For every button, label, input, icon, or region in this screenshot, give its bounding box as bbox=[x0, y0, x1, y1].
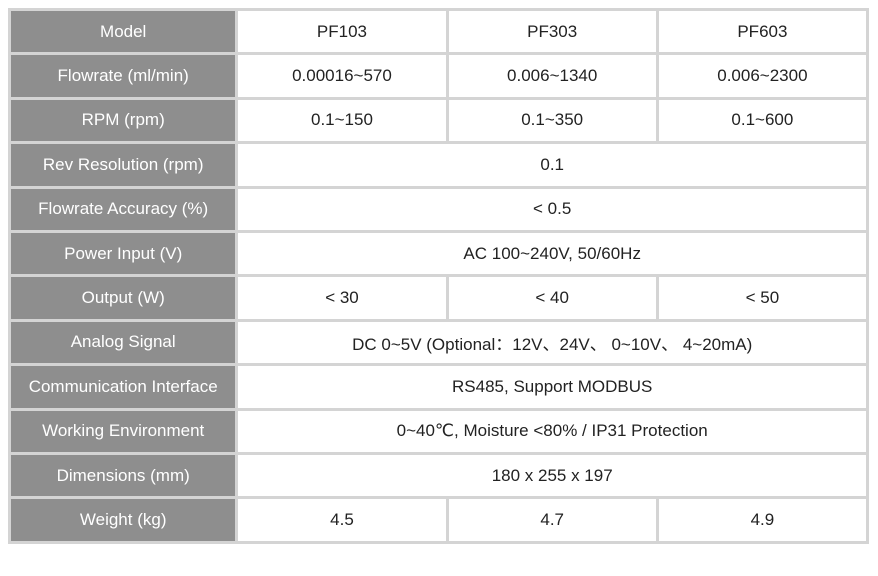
table-cell: 0.006~1340 bbox=[448, 55, 656, 97]
row-label: Output (W) bbox=[11, 277, 236, 319]
table-cell: 0.1~350 bbox=[448, 99, 656, 142]
row-label: Working Environment bbox=[11, 410, 236, 452]
row-label: Dimensions (mm) bbox=[11, 454, 236, 497]
row-label: Flowrate Accuracy (%) bbox=[11, 188, 236, 230]
row-label: Power Input (V) bbox=[11, 232, 236, 275]
table-row: Output (W) < 30 < 40 < 50 bbox=[11, 277, 866, 319]
table-row: Flowrate (ml/min) 0.00016~570 0.006~1340… bbox=[11, 55, 866, 97]
table-cell: < 50 bbox=[658, 277, 866, 319]
table-cell: 0.00016~570 bbox=[238, 55, 446, 97]
table-cell: 180 x 255 x 197 bbox=[238, 454, 866, 497]
spec-table-body: Model PF103 PF303 PF603 Flowrate (ml/min… bbox=[11, 11, 866, 541]
table-row: Flowrate Accuracy (%) < 0.5 bbox=[11, 188, 866, 230]
table-cell: PF103 bbox=[238, 11, 446, 53]
row-label: RPM (rpm) bbox=[11, 99, 236, 142]
table-row: Rev Resolution (rpm) 0.1 bbox=[11, 144, 866, 186]
table-cell: 0.006~2300 bbox=[658, 55, 866, 97]
table-row: Weight (kg) 4.5 4.7 4.9 bbox=[11, 499, 866, 541]
table-cell: DC 0~5V (Optional：12V、24V、 0~10V、 4~20mA… bbox=[238, 321, 866, 364]
table-cell: AC 100~240V, 50/60Hz bbox=[238, 232, 866, 275]
table-cell: < 40 bbox=[448, 277, 656, 319]
table-cell: 4.7 bbox=[448, 499, 656, 541]
row-label: Model bbox=[11, 11, 236, 53]
row-label: Analog Signal bbox=[11, 321, 236, 364]
row-label: Communication Interface bbox=[11, 366, 236, 408]
table-row: RPM (rpm) 0.1~150 0.1~350 0.1~600 bbox=[11, 99, 866, 142]
table-cell: 0~40℃, Moisture <80% / IP31 Protection bbox=[238, 410, 866, 452]
row-label: Weight (kg) bbox=[11, 499, 236, 541]
table-row: Communication Interface RS485, Support M… bbox=[11, 366, 866, 408]
table-cell: 0.1 bbox=[238, 144, 866, 186]
table-row: Dimensions (mm) 180 x 255 x 197 bbox=[11, 454, 866, 497]
table-cell: 0.1~150 bbox=[238, 99, 446, 142]
row-label: Rev Resolution (rpm) bbox=[11, 144, 236, 186]
table-cell: RS485, Support MODBUS bbox=[238, 366, 866, 408]
table-cell: PF303 bbox=[448, 11, 656, 53]
table-cell: < 30 bbox=[238, 277, 446, 319]
table-row: Working Environment 0~40℃, Moisture <80%… bbox=[11, 410, 866, 452]
spec-table: Model PF103 PF303 PF603 Flowrate (ml/min… bbox=[8, 8, 869, 544]
table-row: Model PF103 PF303 PF603 bbox=[11, 11, 866, 53]
table-cell: 4.5 bbox=[238, 499, 446, 541]
table-cell: < 0.5 bbox=[238, 188, 866, 230]
table-row: Power Input (V) AC 100~240V, 50/60Hz bbox=[11, 232, 866, 275]
table-cell: PF603 bbox=[658, 11, 866, 53]
table-cell: 4.9 bbox=[658, 499, 866, 541]
row-label: Flowrate (ml/min) bbox=[11, 55, 236, 97]
table-row: Analog Signal DC 0~5V (Optional：12V、24V、… bbox=[11, 321, 866, 364]
table-cell: 0.1~600 bbox=[658, 99, 866, 142]
